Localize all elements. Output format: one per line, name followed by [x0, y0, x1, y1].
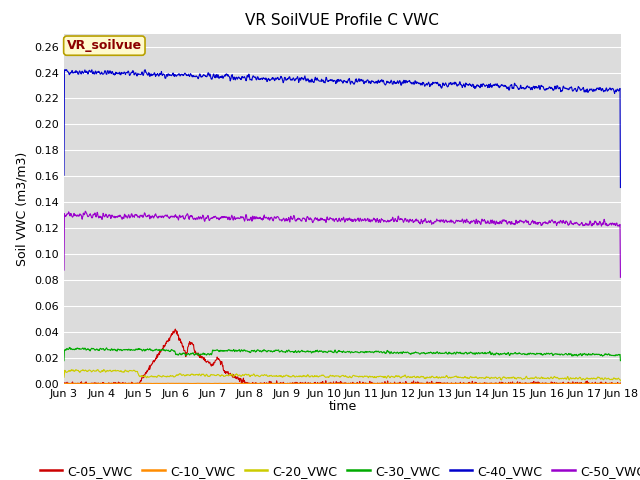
Legend: C-05_VWC, C-10_VWC, C-20_VWC, C-30_VWC, C-40_VWC, C-50_VWC: C-05_VWC, C-10_VWC, C-20_VWC, C-30_VWC, …	[35, 460, 640, 480]
Y-axis label: Soil VWC (m3/m3): Soil VWC (m3/m3)	[16, 152, 29, 266]
Title: VR SoilVUE Profile C VWC: VR SoilVUE Profile C VWC	[246, 13, 439, 28]
Text: VR_soilvue: VR_soilvue	[67, 39, 142, 52]
X-axis label: time: time	[328, 400, 356, 413]
